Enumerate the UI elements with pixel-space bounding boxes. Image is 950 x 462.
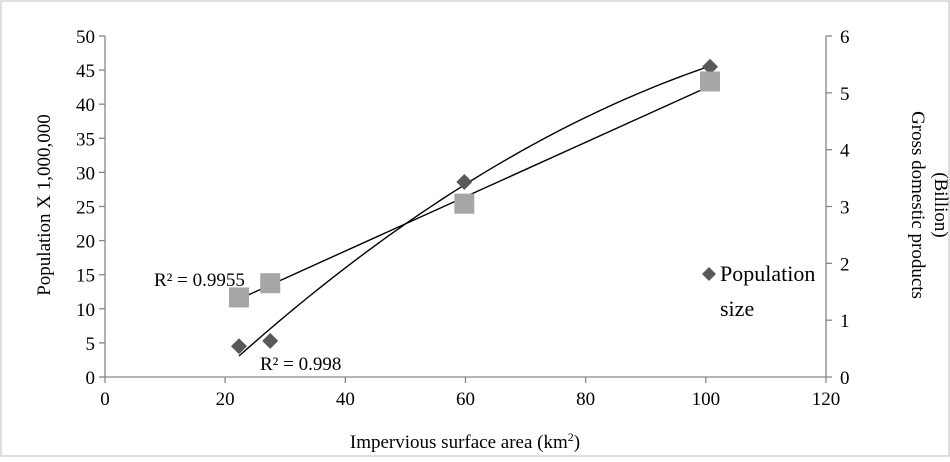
y-left-tick-label: 15: [76, 266, 95, 287]
y-right-tick-label: 4: [840, 141, 850, 162]
x-axis-title-superscript: 2: [568, 430, 574, 444]
legend-label-line1: Population: [720, 261, 815, 286]
y-axis-left-title: Population X 1,000,000: [34, 114, 55, 296]
y-left-tick-label: 30: [76, 163, 95, 184]
population-point-diamond: [230, 338, 247, 355]
y-right-tick-label: 1: [840, 311, 850, 332]
legend: Population size: [702, 261, 815, 321]
y-right-tick-label: 3: [840, 198, 850, 219]
ticks-layer: 0 20 40 60 80 100 1200510152025303540455001234…: [76, 27, 850, 410]
y-left-tick-label: 25: [76, 198, 95, 219]
y-right-tick-label: 6: [840, 27, 850, 48]
y-left-tick-label: 10: [76, 300, 95, 321]
y-axis-right-title-line1: Gross domestic products: [907, 111, 928, 299]
r2-label-linear: R² = 0.9955: [154, 270, 245, 291]
y-left-tick-label: 45: [76, 61, 95, 82]
y-left-tick-label: 35: [76, 129, 95, 150]
population-point-diamond: [262, 332, 279, 349]
legend-diamond-marker: [702, 267, 716, 281]
x-tick-label: 40: [336, 389, 355, 410]
y-left-tick-label: 5: [86, 334, 96, 355]
x-tick-label: 120: [812, 389, 841, 410]
trendline-linear: [238, 85, 711, 300]
r2-label-poly: R² = 0.998: [260, 354, 341, 375]
y-left-tick-label: 50: [76, 27, 95, 48]
x-tick-label: 20: [216, 389, 235, 410]
y-axis-right-title-line2: (Billion): [930, 172, 950, 237]
y-left-tick-label: 0: [86, 368, 96, 389]
gdp-point-square: [260, 273, 281, 294]
x-tick-label: 0: [100, 389, 110, 410]
x-axis-title: Impervious surface area (km2): [350, 430, 580, 453]
legend-label-line2: size: [720, 296, 754, 321]
population-point-diamond: [702, 58, 719, 75]
population-point-diamond: [456, 173, 473, 190]
points-layer: [228, 58, 721, 355]
y-left-tick-label: 40: [76, 95, 95, 116]
y-right-tick-label: 5: [840, 84, 850, 105]
x-tick-label: 60: [456, 389, 475, 410]
gdp-point-square: [700, 71, 721, 92]
gdp-point-square: [454, 193, 475, 214]
x-axis-title-end: ): [574, 432, 580, 453]
gdp-point-square: [228, 287, 249, 308]
trendlines-layer: [238, 65, 711, 357]
x-axis-title-text: Impervious surface area (km: [350, 432, 568, 453]
x-tick-label: 100: [692, 389, 721, 410]
y-right-tick-label: 0: [840, 368, 850, 389]
trendline-polynomial: [238, 65, 711, 357]
x-tick-label: 80: [576, 389, 595, 410]
y-right-tick-label: 2: [840, 254, 850, 275]
y-left-tick-label: 20: [76, 232, 95, 253]
